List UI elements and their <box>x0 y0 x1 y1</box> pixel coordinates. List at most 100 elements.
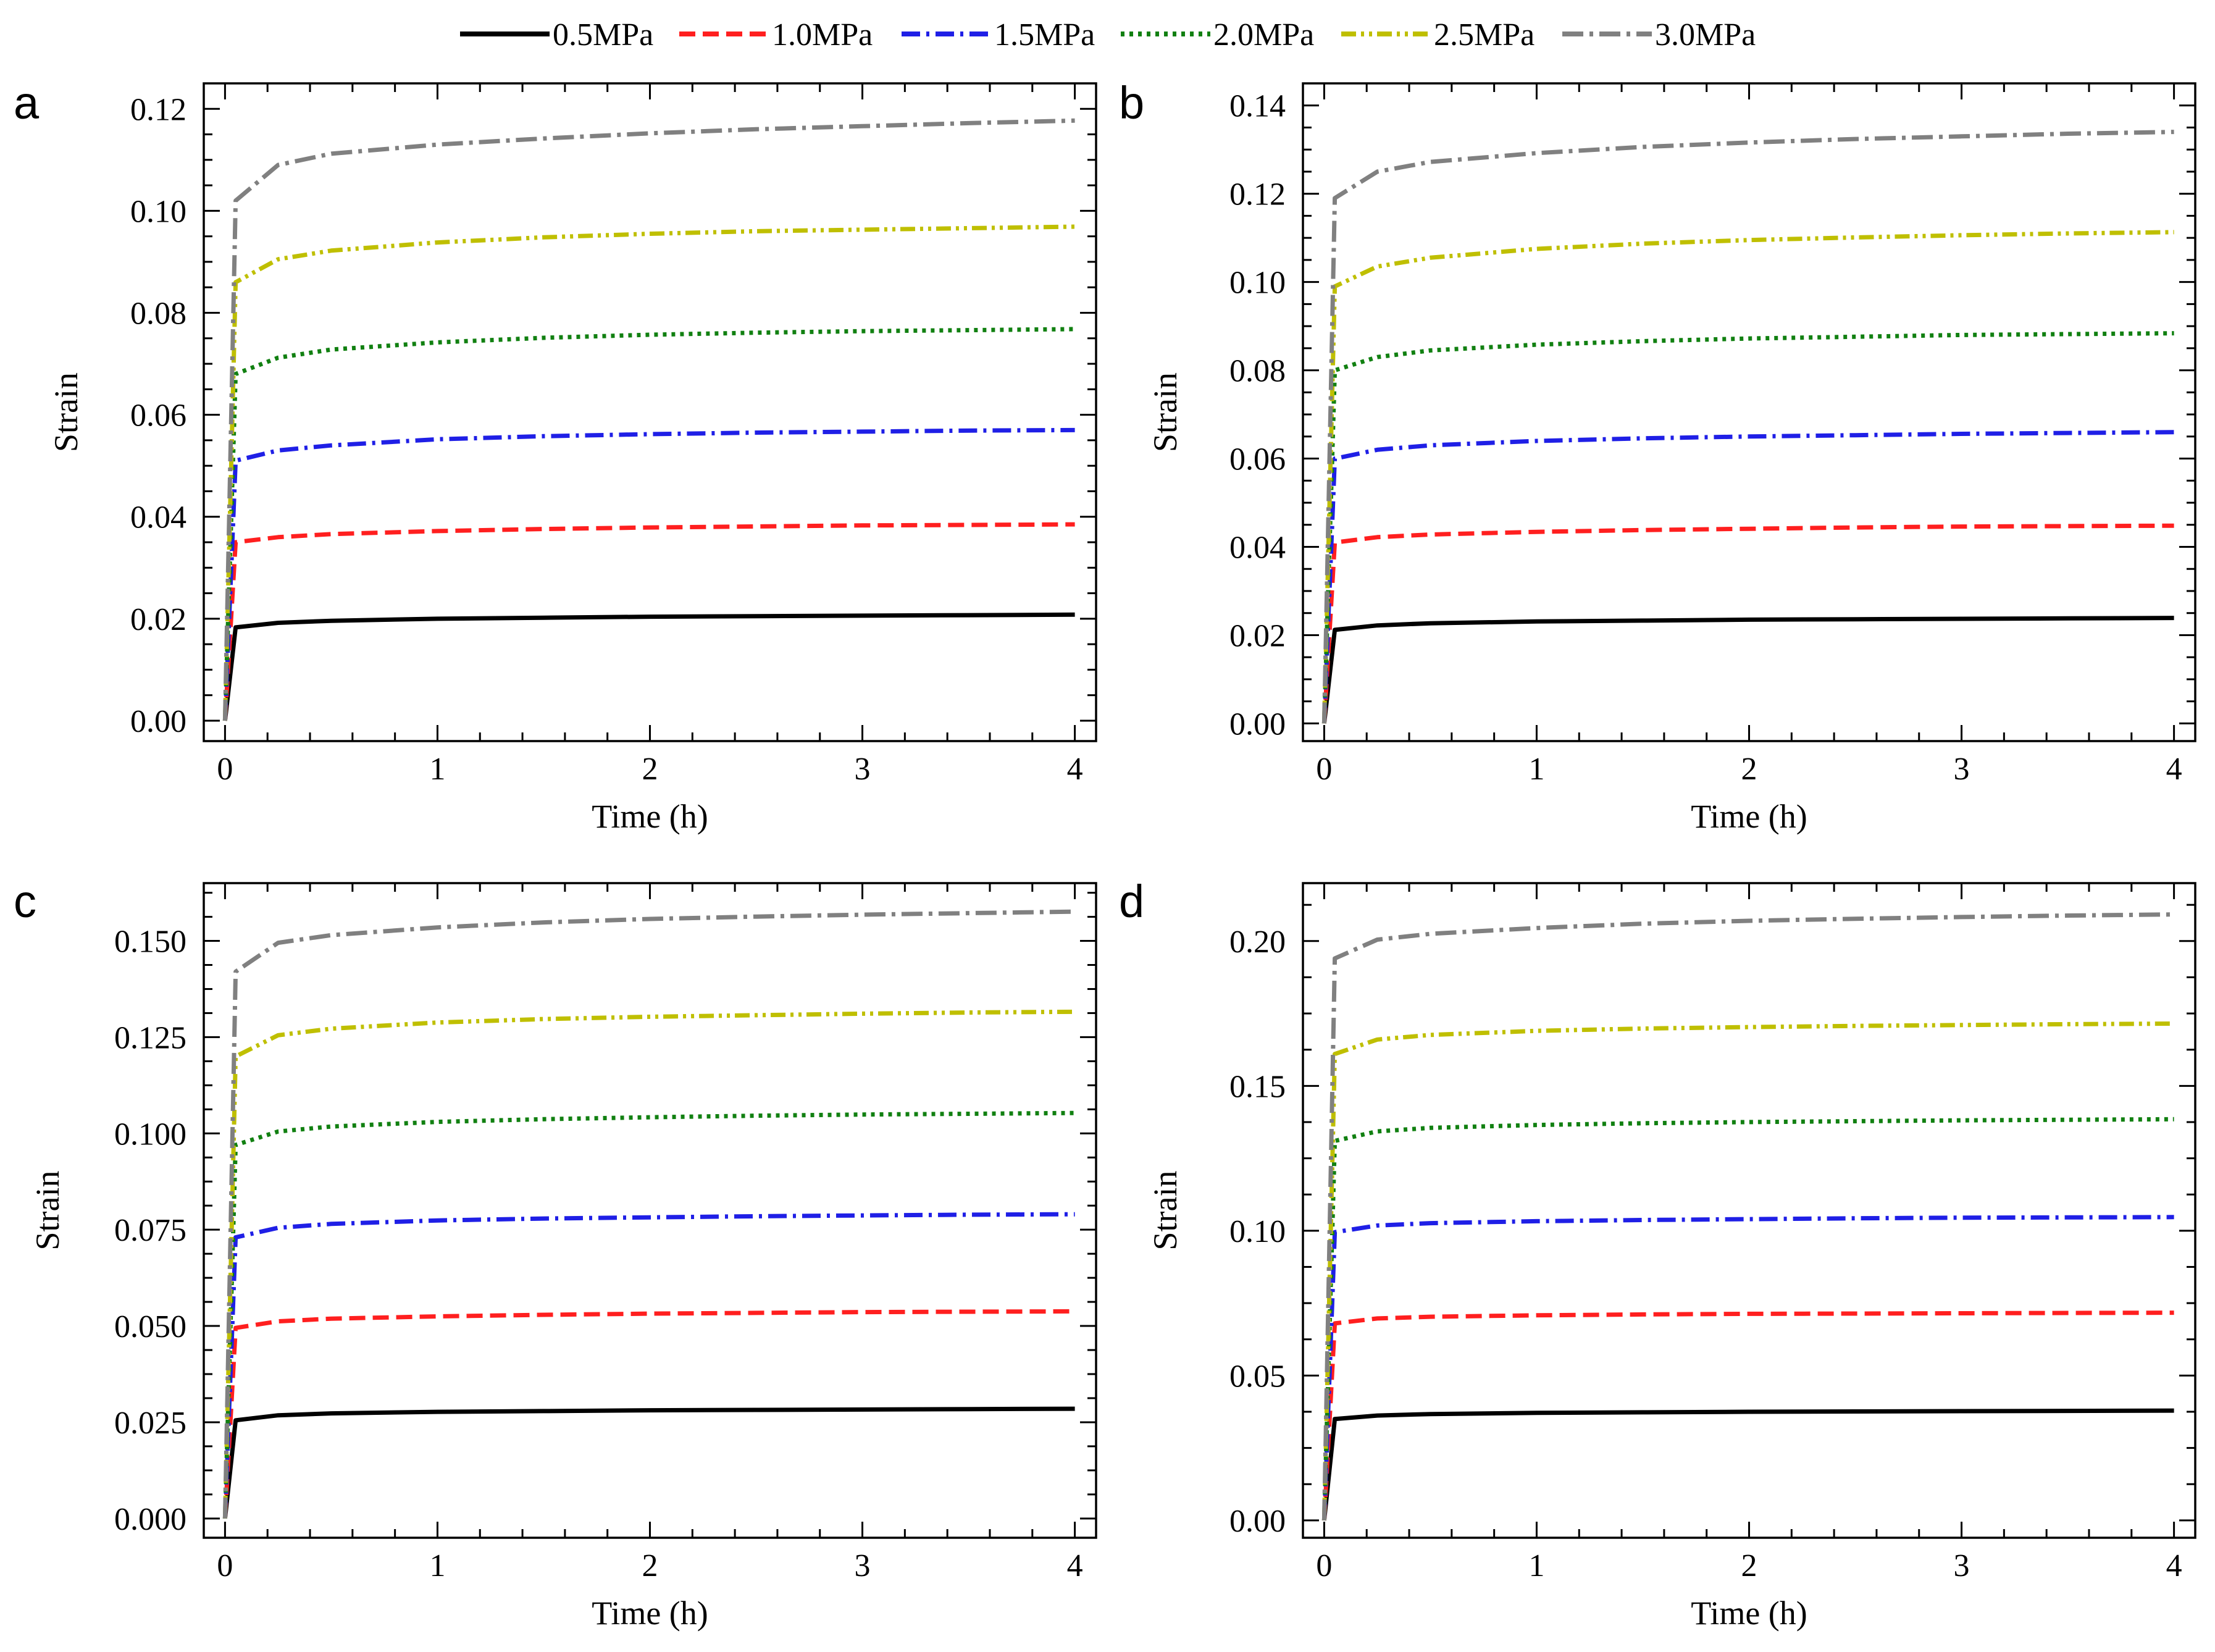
x-tick-label: 3 <box>1954 1548 1970 1583</box>
series-line-3.0MPa <box>1321 130 2174 724</box>
series-line-0.5MPa <box>222 1406 1075 1519</box>
y-tick-label: 0.15 <box>1229 1069 1286 1104</box>
y-tick-label: 0.00 <box>1229 1504 1286 1539</box>
y-tick-label: 0.10 <box>130 194 186 229</box>
series-line-2.0MPa <box>222 1110 1075 1519</box>
series-line-1.0MPa <box>222 522 1075 721</box>
y-tick-label: 0.125 <box>114 1020 186 1055</box>
y-tick-label: 0.10 <box>1229 1214 1286 1249</box>
y-axis: 0.00 0.05 0.10 0.15 0.20 Strain <box>1147 904 2195 1539</box>
y-tick-label: 0.025 <box>114 1406 186 1441</box>
panel-letter: c <box>14 876 36 927</box>
series-line-1.0MPa <box>1321 1310 2174 1521</box>
series-line-3.0MPa <box>222 909 1075 1519</box>
y-axis-label: Strain <box>1147 372 1184 452</box>
y-tick-label: 0.04 <box>1229 530 1286 566</box>
series-line-3.0MPa <box>222 118 1075 721</box>
x-tick-label: 4 <box>1067 752 1083 787</box>
y-tick-label: 0.050 <box>114 1309 186 1344</box>
x-tick-label: 2 <box>1741 1548 1757 1583</box>
legend-entry: 3.0MPa <box>1562 17 1756 52</box>
chart-panel-d: d 0 1 2 3 4 Time (h) 0.00 0.05 0.10 0.15 0.20 Strain <box>1119 876 2196 1632</box>
series-line-2.5MPa <box>1321 1021 2174 1520</box>
x-axis-label: Time (h) <box>592 798 708 835</box>
axes-frame <box>1302 882 2196 1539</box>
series-lines <box>1321 912 2174 1521</box>
x-axis: 0 1 2 3 4 Time (h) <box>217 883 1083 1632</box>
x-tick-label: 4 <box>1067 1548 1083 1583</box>
y-axis: 0.000 0.025 0.050 0.075 0.100 0.125 0.150 Strai… <box>29 892 1096 1537</box>
series-line-1.5MPa <box>1321 430 2174 724</box>
x-tick-label: 0 <box>1316 1548 1332 1583</box>
y-tick-label: 0.08 <box>130 296 186 332</box>
y-tick-label: 0.10 <box>1229 266 1286 301</box>
y-tick-label: 0.00 <box>1229 707 1286 742</box>
series-lines <box>222 118 1075 721</box>
x-axis-label: Time (h) <box>1691 798 1807 835</box>
x-tick-label: 3 <box>1954 752 1970 787</box>
series-line-1.5MPa <box>222 427 1075 721</box>
y-tick-label: 0.02 <box>1229 618 1286 653</box>
x-tick-label: 4 <box>2166 752 2182 787</box>
legend-entry: 1.0MPa <box>679 17 873 52</box>
y-tick-label: 0.20 <box>1229 925 1286 960</box>
y-tick-label: 0.100 <box>114 1117 186 1152</box>
y-tick-label: 0.00 <box>130 704 186 739</box>
legend-entry: 2.5MPa <box>1341 17 1535 52</box>
x-tick-label: 0 <box>1316 752 1332 787</box>
legend-label: 2.5MPa <box>1434 17 1535 52</box>
x-tick-label: 1 <box>429 752 445 787</box>
series-line-1.5MPa <box>1321 1215 2174 1521</box>
series-line-2.5MPa <box>1321 230 2174 724</box>
legend-entry: 0.5MPa <box>460 17 653 52</box>
x-tick-label: 0 <box>217 752 233 787</box>
x-tick-label: 0 <box>217 1548 233 1583</box>
x-tick-label: 4 <box>2166 1548 2182 1583</box>
legend-label: 2.0MPa <box>1213 17 1314 52</box>
x-tick-label: 2 <box>642 752 658 787</box>
x-tick-label: 3 <box>855 1548 871 1583</box>
y-tick-label: 0.06 <box>130 398 186 434</box>
y-tick-label: 0.12 <box>1229 177 1286 212</box>
series-line-1.0MPa <box>222 1309 1075 1519</box>
y-axis: 0.00 0.02 0.04 0.06 0.08 0.10 0.12 0.14 Strain <box>1147 82 2195 742</box>
y-tick-label: 0.000 <box>114 1502 186 1537</box>
x-tick-label: 1 <box>1528 1548 1544 1583</box>
series-line-3.0MPa <box>1321 912 2174 1520</box>
y-axis: 0.00 0.02 0.04 0.06 0.08 0.10 0.12 Strain <box>48 82 1096 739</box>
series-line-0.5MPa <box>222 612 1075 721</box>
chart-panel-a: a 0 1 2 3 4 Time (h) 0.00 0.02 0.04 0.06 0.08 0.10 0.… <box>14 77 1097 835</box>
legend-label: 1.0MPa <box>772 17 873 52</box>
y-tick-label: 0.14 <box>1229 89 1286 124</box>
legend-entry: 2.0MPa <box>1121 17 1314 52</box>
panel-letter: b <box>1119 77 1144 128</box>
x-axis: 0 1 2 3 4 Time (h) <box>1316 83 2182 835</box>
x-tick-label: 2 <box>642 1548 658 1583</box>
x-tick-label: 3 <box>855 752 871 787</box>
legend: 0.5MPa 1.0MPa 1.5MPa 2.0MPa 2.5MPa 3.0MPa <box>460 17 1756 52</box>
x-tick-label: 1 <box>1528 752 1544 787</box>
x-tick-label: 1 <box>429 1548 445 1583</box>
y-tick-label: 0.04 <box>130 500 186 535</box>
series-line-0.5MPa <box>1321 616 2174 724</box>
panels: a 0 1 2 3 4 Time (h) 0.00 0.02 0.04 0.06 0.08 0.10 0.… <box>14 77 2196 1632</box>
series-line-2.0MPa <box>222 327 1075 721</box>
axes-frame <box>1302 82 2196 742</box>
y-tick-label: 0.12 <box>130 92 186 127</box>
legend-label: 0.5MPa <box>553 17 653 52</box>
series-lines <box>1321 130 2174 724</box>
y-axis-label: Strain <box>1147 1171 1184 1251</box>
axes-frame <box>203 882 1097 1539</box>
axes-frame <box>203 82 1097 742</box>
legend-label: 3.0MPa <box>1655 17 1756 52</box>
x-axis: 0 1 2 3 4 Time (h) <box>217 83 1083 835</box>
series-line-2.5MPa <box>222 1009 1075 1519</box>
series-line-1.5MPa <box>222 1212 1075 1519</box>
series-lines <box>222 909 1075 1519</box>
y-tick-label: 0.02 <box>130 602 186 637</box>
panel-letter: a <box>14 77 40 128</box>
legend-label: 1.5MPa <box>994 17 1095 52</box>
series-line-2.5MPa <box>222 224 1075 721</box>
